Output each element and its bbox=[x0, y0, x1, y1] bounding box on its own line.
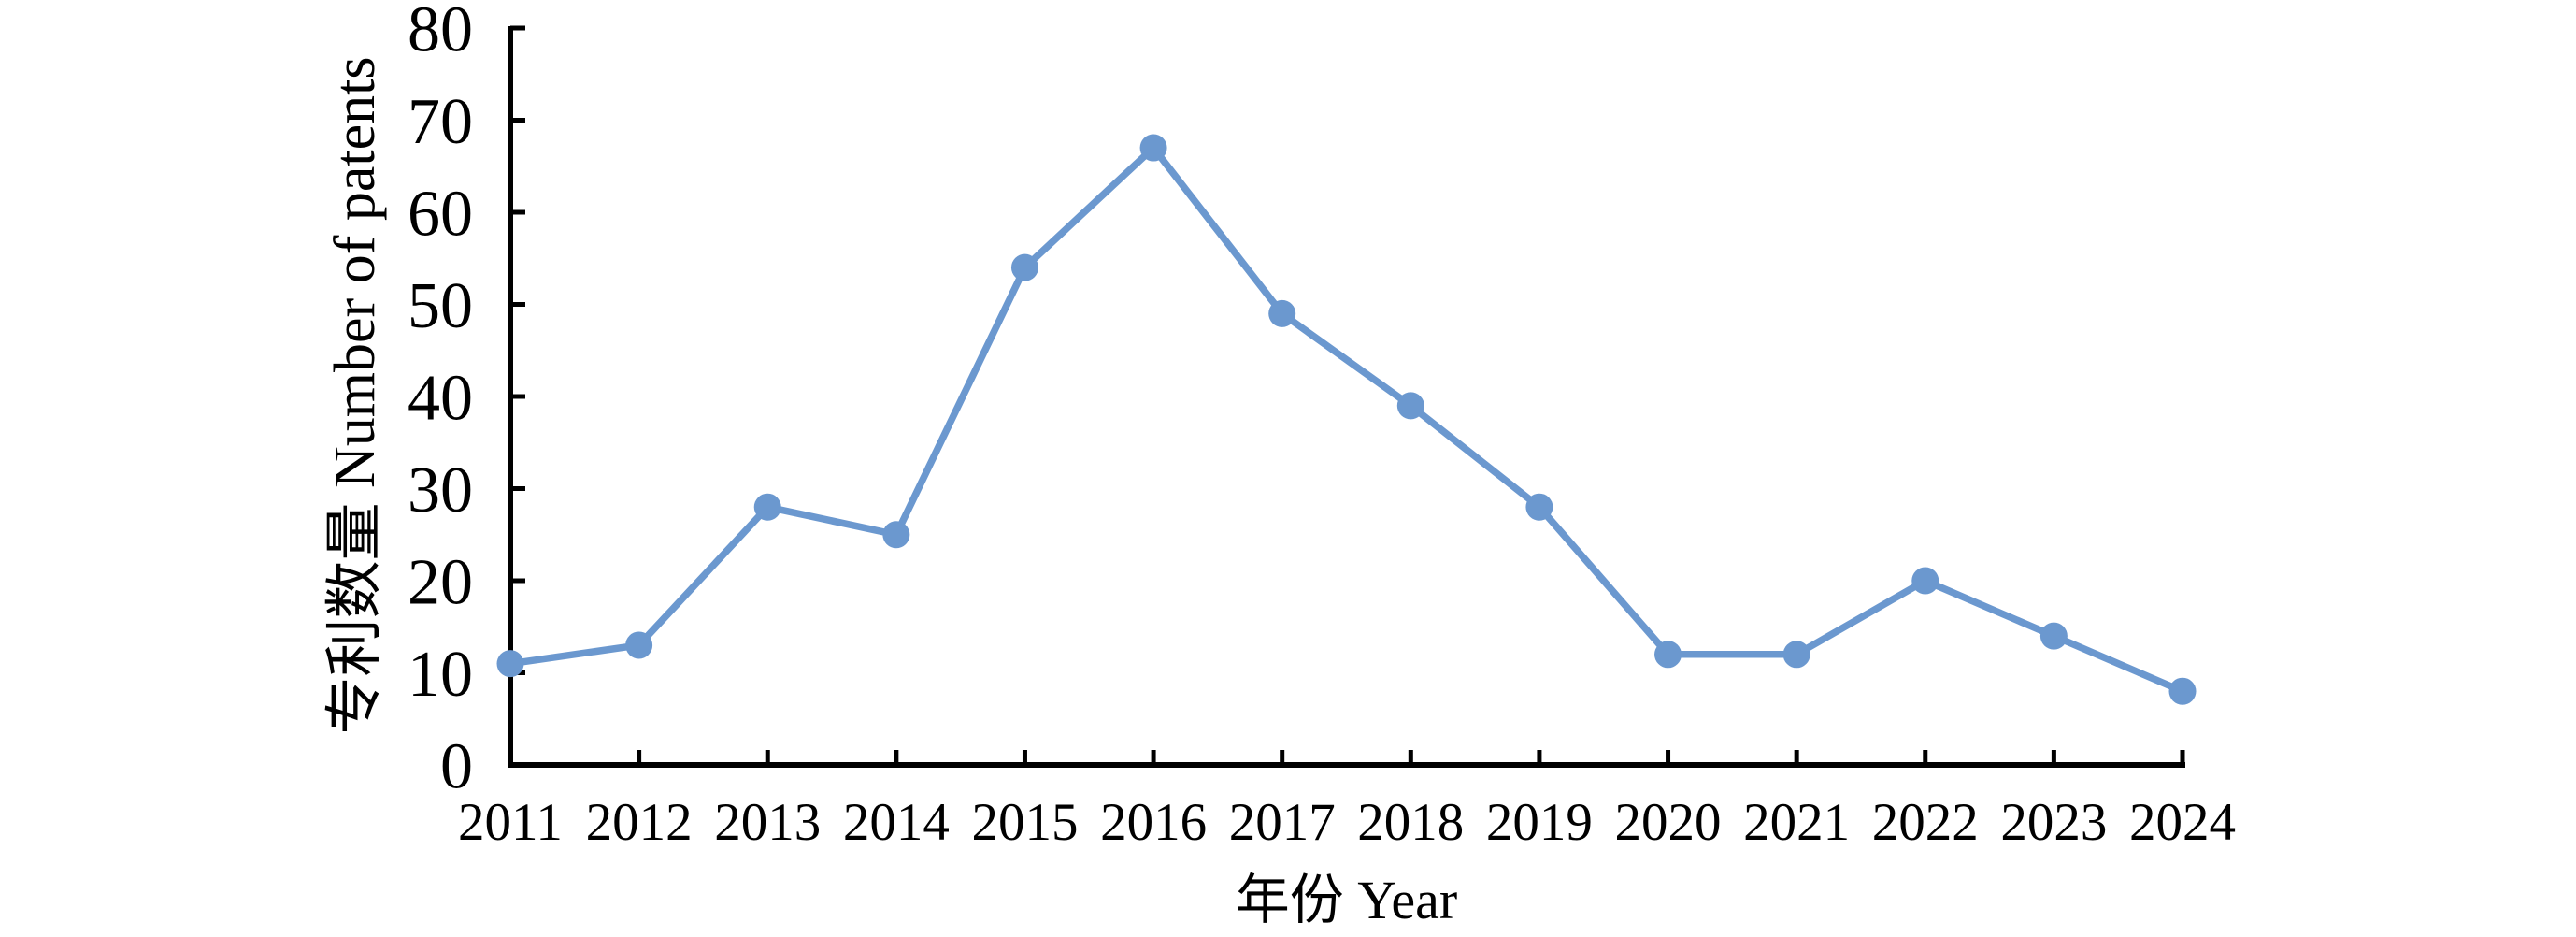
y-axis-title: 专利数量 Number of patents bbox=[323, 57, 387, 735]
data-point-marker bbox=[1139, 134, 1167, 162]
data-point-marker bbox=[1010, 253, 1038, 281]
x-axis-tick-label: 2023 bbox=[2000, 793, 2107, 852]
data-point-marker bbox=[1396, 392, 1424, 420]
data-point-marker bbox=[753, 493, 781, 521]
data-point-marker bbox=[1782, 641, 1810, 669]
x-axis-title: 年份 Year bbox=[1236, 870, 1457, 930]
y-axis-tick-label: 30 bbox=[408, 454, 473, 526]
x-axis-tick-label: 2019 bbox=[1486, 793, 1593, 852]
data-point-marker bbox=[1911, 567, 1939, 595]
data-point-marker bbox=[1268, 299, 1296, 327]
y-axis-tick-label: 0 bbox=[440, 731, 473, 803]
y-axis-tick-label: 70 bbox=[408, 86, 473, 158]
trend-line bbox=[507, 144, 2186, 695]
data-point-marker bbox=[1654, 641, 1682, 669]
y-axis-tick-label: 60 bbox=[408, 179, 473, 251]
y-axis-tick-label: 10 bbox=[408, 639, 473, 711]
data-point-marker bbox=[2168, 677, 2197, 705]
x-axis-tick-label: 2015 bbox=[971, 793, 1078, 852]
x-axis-tick-label: 2013 bbox=[714, 793, 821, 852]
y-axis-tick-label: 40 bbox=[408, 363, 473, 435]
y-axis-tick-label: 20 bbox=[408, 547, 473, 619]
x-axis-tick-label: 2022 bbox=[1872, 793, 1979, 852]
data-point-marker bbox=[2039, 622, 2068, 650]
x-axis-tick-label: 2021 bbox=[1743, 793, 1850, 852]
data-point-marker bbox=[882, 521, 910, 549]
x-axis-tick-label: 2016 bbox=[1100, 793, 1207, 852]
x-axis-tick-label: 2012 bbox=[586, 793, 693, 852]
data-point-marker bbox=[1525, 493, 1553, 521]
x-axis-tick-label: 2018 bbox=[1357, 793, 1464, 852]
x-axis-tick-label: 2024 bbox=[2129, 793, 2236, 852]
x-axis-tick-label: 2011 bbox=[458, 793, 563, 852]
data-point-marker bbox=[496, 650, 524, 678]
y-axis-tick-label: 50 bbox=[408, 270, 473, 342]
x-axis-tick-label: 2020 bbox=[1615, 793, 1722, 852]
y-axis-tick-label: 80 bbox=[408, 0, 473, 66]
data-point-marker bbox=[625, 631, 653, 659]
x-axis-tick-label: 2017 bbox=[1229, 793, 1336, 852]
x-axis-tick-label: 2014 bbox=[843, 793, 950, 852]
